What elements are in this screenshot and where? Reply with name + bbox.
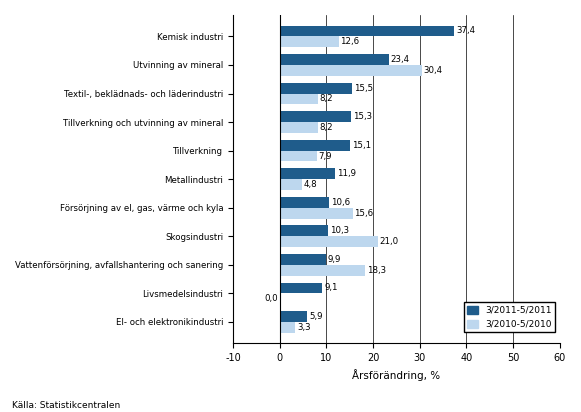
Bar — [279, 179, 302, 190]
Text: 8,2: 8,2 — [320, 94, 333, 103]
Bar — [279, 151, 317, 162]
Bar — [279, 94, 318, 104]
Text: 12,6: 12,6 — [340, 37, 360, 46]
Text: 15,3: 15,3 — [353, 112, 372, 121]
Text: 9,1: 9,1 — [324, 283, 338, 293]
Text: 9,9: 9,9 — [328, 255, 341, 264]
Bar — [279, 208, 353, 219]
Text: 5,9: 5,9 — [309, 312, 322, 321]
Text: 8,2: 8,2 — [320, 123, 333, 132]
X-axis label: Årsförändring, %: Årsförändring, % — [352, 369, 440, 381]
Text: 23,4: 23,4 — [391, 55, 410, 64]
Bar — [279, 236, 378, 247]
Bar — [279, 65, 422, 76]
Bar — [279, 36, 339, 47]
Text: 3,3: 3,3 — [297, 323, 311, 332]
Bar — [279, 283, 322, 293]
Text: 18,3: 18,3 — [367, 266, 386, 275]
Text: 0,0: 0,0 — [264, 294, 278, 303]
Bar — [279, 322, 295, 333]
Text: 15,1: 15,1 — [352, 140, 371, 150]
Text: 15,5: 15,5 — [354, 84, 373, 93]
Text: 10,3: 10,3 — [329, 226, 349, 235]
Legend: 3/2011-5/2011, 3/2010-5/2010: 3/2011-5/2011, 3/2010-5/2010 — [464, 302, 555, 332]
Text: 10,6: 10,6 — [331, 198, 350, 207]
Bar — [279, 225, 328, 236]
Bar — [279, 254, 326, 265]
Text: 11,9: 11,9 — [337, 169, 356, 178]
Bar — [279, 197, 329, 208]
Text: 4,8: 4,8 — [304, 180, 318, 189]
Bar — [279, 169, 335, 179]
Text: 21,0: 21,0 — [379, 237, 399, 246]
Bar — [279, 26, 454, 36]
Bar — [279, 54, 389, 65]
Bar — [279, 111, 351, 122]
Text: 30,4: 30,4 — [424, 66, 443, 75]
Bar — [279, 265, 365, 276]
Text: 7,9: 7,9 — [318, 152, 332, 161]
Bar — [279, 140, 350, 151]
Bar — [279, 311, 307, 322]
Text: 15,6: 15,6 — [354, 208, 374, 218]
Text: Källa: Statistikcentralen: Källa: Statistikcentralen — [12, 401, 120, 410]
Bar — [279, 83, 352, 94]
Bar — [279, 122, 318, 133]
Text: 37,4: 37,4 — [456, 26, 475, 35]
